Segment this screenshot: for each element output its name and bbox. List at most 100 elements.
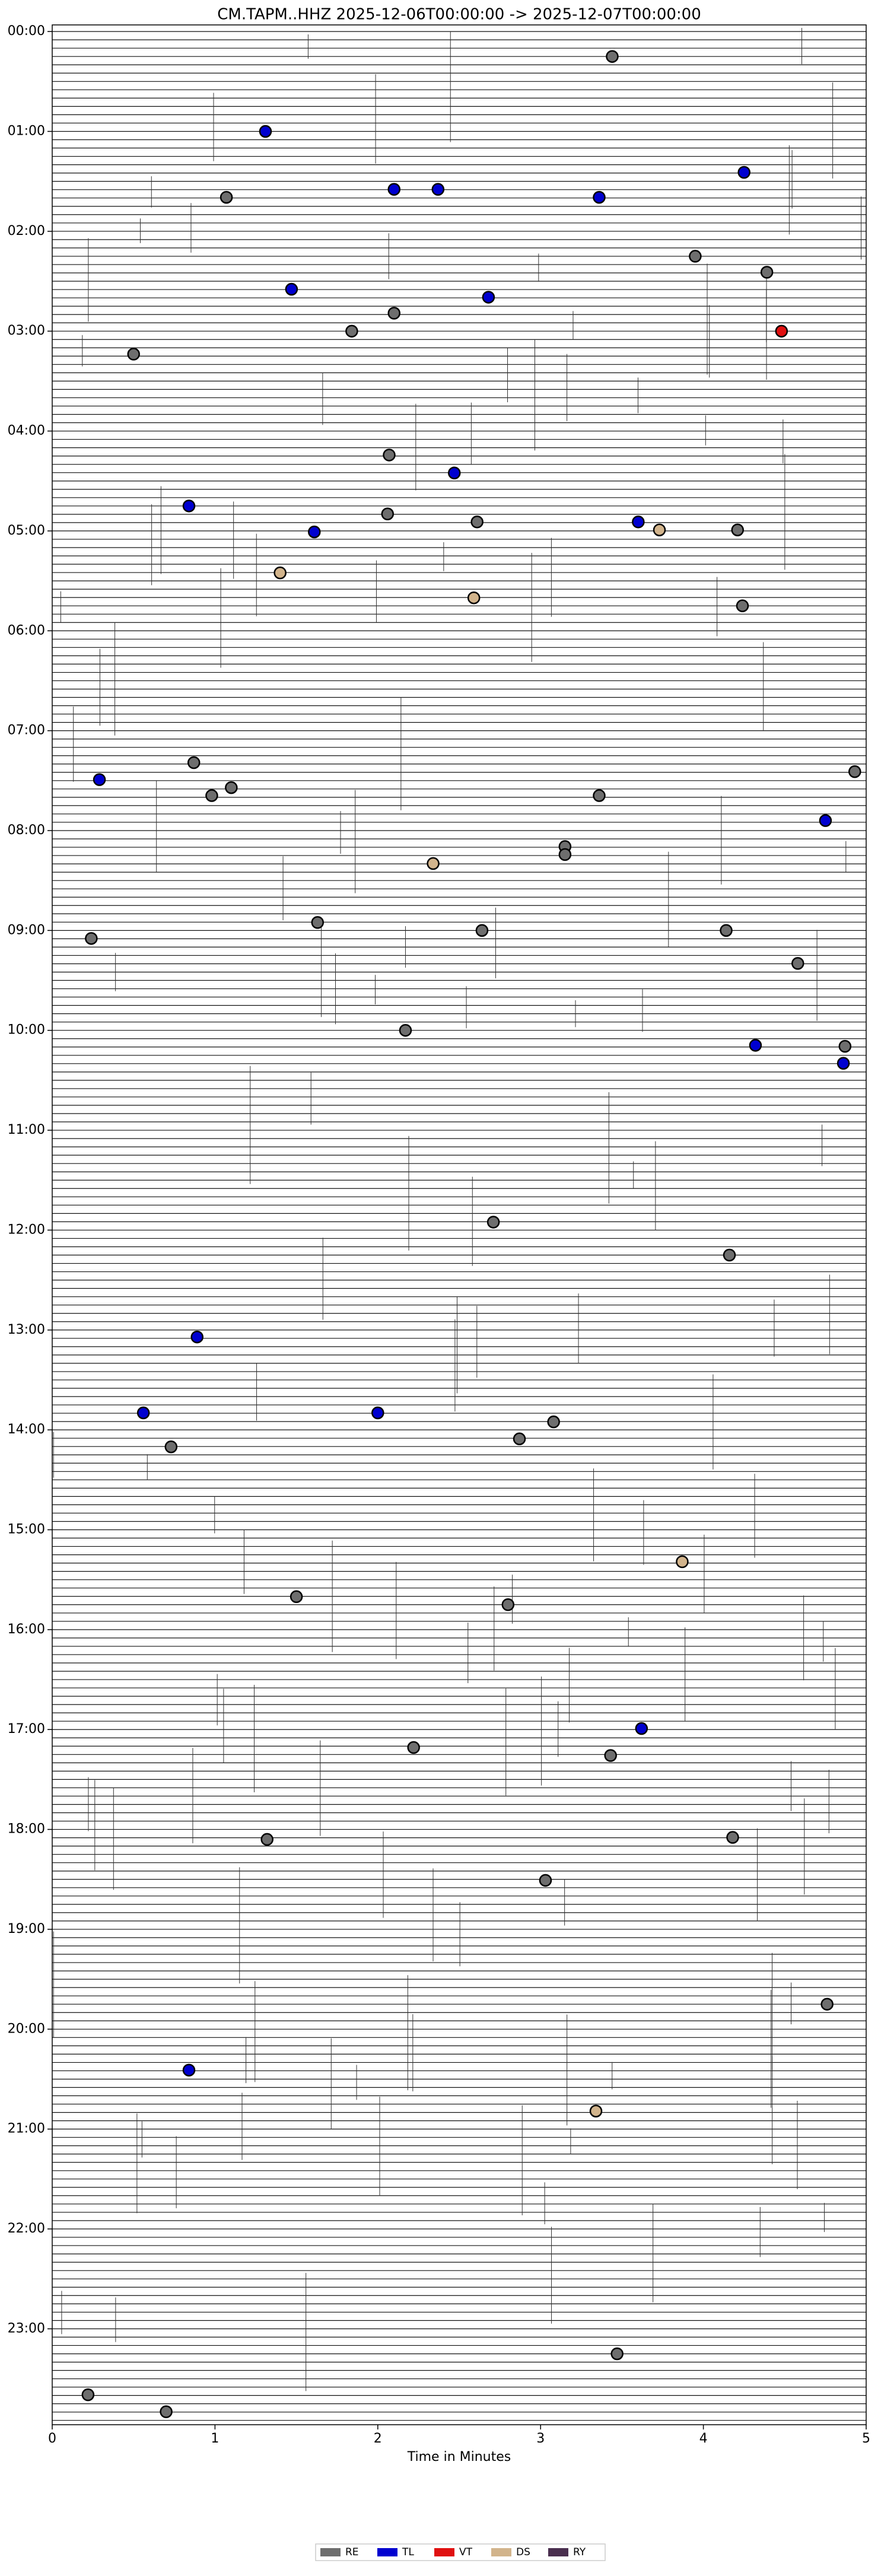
event-marker: [127, 348, 140, 361]
event-marker: [760, 266, 774, 279]
event-marker: [593, 190, 606, 204]
legend-label: RY: [573, 2546, 586, 2558]
legend-label: TL: [402, 2546, 414, 2558]
x-tick-label: 0: [48, 2431, 56, 2446]
plot-frame: [52, 24, 867, 2425]
y-tick-label: 11:00: [8, 1122, 45, 1137]
event-marker: [182, 500, 196, 513]
y-tick-label: 08:00: [8, 823, 45, 838]
y-tick-label: 18:00: [8, 1822, 45, 1837]
x-tick-label: 5: [862, 2431, 870, 2446]
event-marker: [285, 282, 298, 296]
event-marker: [160, 2405, 173, 2418]
legend-swatch: [491, 2548, 511, 2556]
y-tick-label: 21:00: [8, 2122, 45, 2136]
event-marker: [606, 50, 619, 63]
event-marker: [791, 957, 804, 970]
event-marker: [731, 523, 744, 536]
event-marker: [558, 848, 572, 861]
event-marker: [689, 250, 702, 263]
y-tick-label: 09:00: [8, 923, 45, 937]
y-tick-label: 06:00: [8, 623, 45, 638]
event-marker: [182, 2063, 196, 2077]
event-marker: [273, 566, 287, 580]
legend-label: RE: [345, 2546, 359, 2558]
legend-label: DS: [516, 2546, 530, 2558]
event-marker: [775, 325, 788, 338]
y-tick-label: 07:00: [8, 723, 45, 738]
event-marker: [653, 523, 666, 536]
event-marker: [539, 1874, 552, 1887]
event-marker: [93, 773, 106, 786]
event-marker: [723, 1248, 736, 1262]
event-marker: [308, 525, 321, 539]
event-marker: [676, 1555, 689, 1569]
seismogram-traces: [52, 28, 866, 2421]
legend-swatch: [548, 2548, 568, 2556]
event-marker: [225, 781, 238, 794]
event-marker: [407, 1741, 420, 1754]
event-marker: [220, 190, 233, 204]
event-marker: [720, 924, 733, 937]
y-tick-label: 05:00: [8, 523, 45, 538]
legend-label: VT: [459, 2546, 473, 2558]
event-marker: [427, 857, 440, 870]
y-tick-label: 02:00: [8, 224, 45, 238]
x-tick-label: 2: [374, 2431, 382, 2446]
legend-swatch: [377, 2548, 397, 2556]
event-marker: [431, 183, 445, 196]
event-marker: [838, 1039, 852, 1053]
event-marker: [383, 449, 396, 462]
y-tick-label: 15:00: [8, 1522, 45, 1537]
y-tick-label: 23:00: [8, 2321, 45, 2336]
event-marker: [190, 1330, 203, 1344]
y-tick-label: 12:00: [8, 1222, 45, 1237]
event-marker: [290, 1590, 303, 1604]
event-marker: [632, 516, 645, 529]
event-marker: [387, 307, 400, 320]
event-marker: [81, 2388, 95, 2402]
event-marker: [387, 183, 400, 196]
event-marker: [371, 1406, 384, 1420]
event-marker: [819, 814, 832, 827]
event-marker: [593, 789, 606, 802]
event-marker: [259, 125, 272, 138]
event-marker: [85, 932, 98, 945]
event-marker: [610, 2347, 624, 2361]
event-marker: [475, 924, 489, 937]
x-tick-label: 1: [211, 2431, 219, 2446]
event-marker: [381, 507, 395, 521]
y-tick-label: 01:00: [8, 123, 45, 138]
event-marker: [749, 1039, 762, 1052]
event-marker: [501, 1598, 515, 1611]
event-marker: [311, 916, 325, 929]
event-marker: [482, 291, 495, 304]
y-tick-label: 03:00: [8, 323, 45, 338]
legend-swatch: [434, 2548, 454, 2556]
event-marker: [635, 1722, 648, 1735]
x-tick-label: 3: [536, 2431, 545, 2446]
x-axis-label: Time in Minutes: [407, 2450, 511, 2464]
event-marker: [547, 1415, 560, 1429]
event-marker: [589, 2104, 603, 2118]
y-tick-label: 16:00: [8, 1622, 45, 1637]
event-marker: [448, 466, 461, 480]
event-marker: [837, 1057, 850, 1070]
event-marker: [736, 599, 749, 612]
event-marker: [345, 325, 358, 338]
y-tick-label: 04:00: [8, 424, 45, 438]
y-tick-label: 00:00: [8, 24, 45, 39]
event-marker: [260, 1833, 273, 1846]
event-marker: [205, 789, 218, 802]
event-marker: [467, 591, 481, 605]
y-tick-label: 17:00: [8, 1722, 45, 1737]
event-marker: [470, 516, 484, 529]
event-marker: [726, 1831, 739, 1844]
y-tick-label: 14:00: [8, 1422, 45, 1437]
y-tick-label: 22:00: [8, 2221, 45, 2236]
event-marker: [164, 1440, 178, 1454]
event-marker: [513, 1432, 526, 1446]
y-tick-label: 13:00: [8, 1322, 45, 1337]
